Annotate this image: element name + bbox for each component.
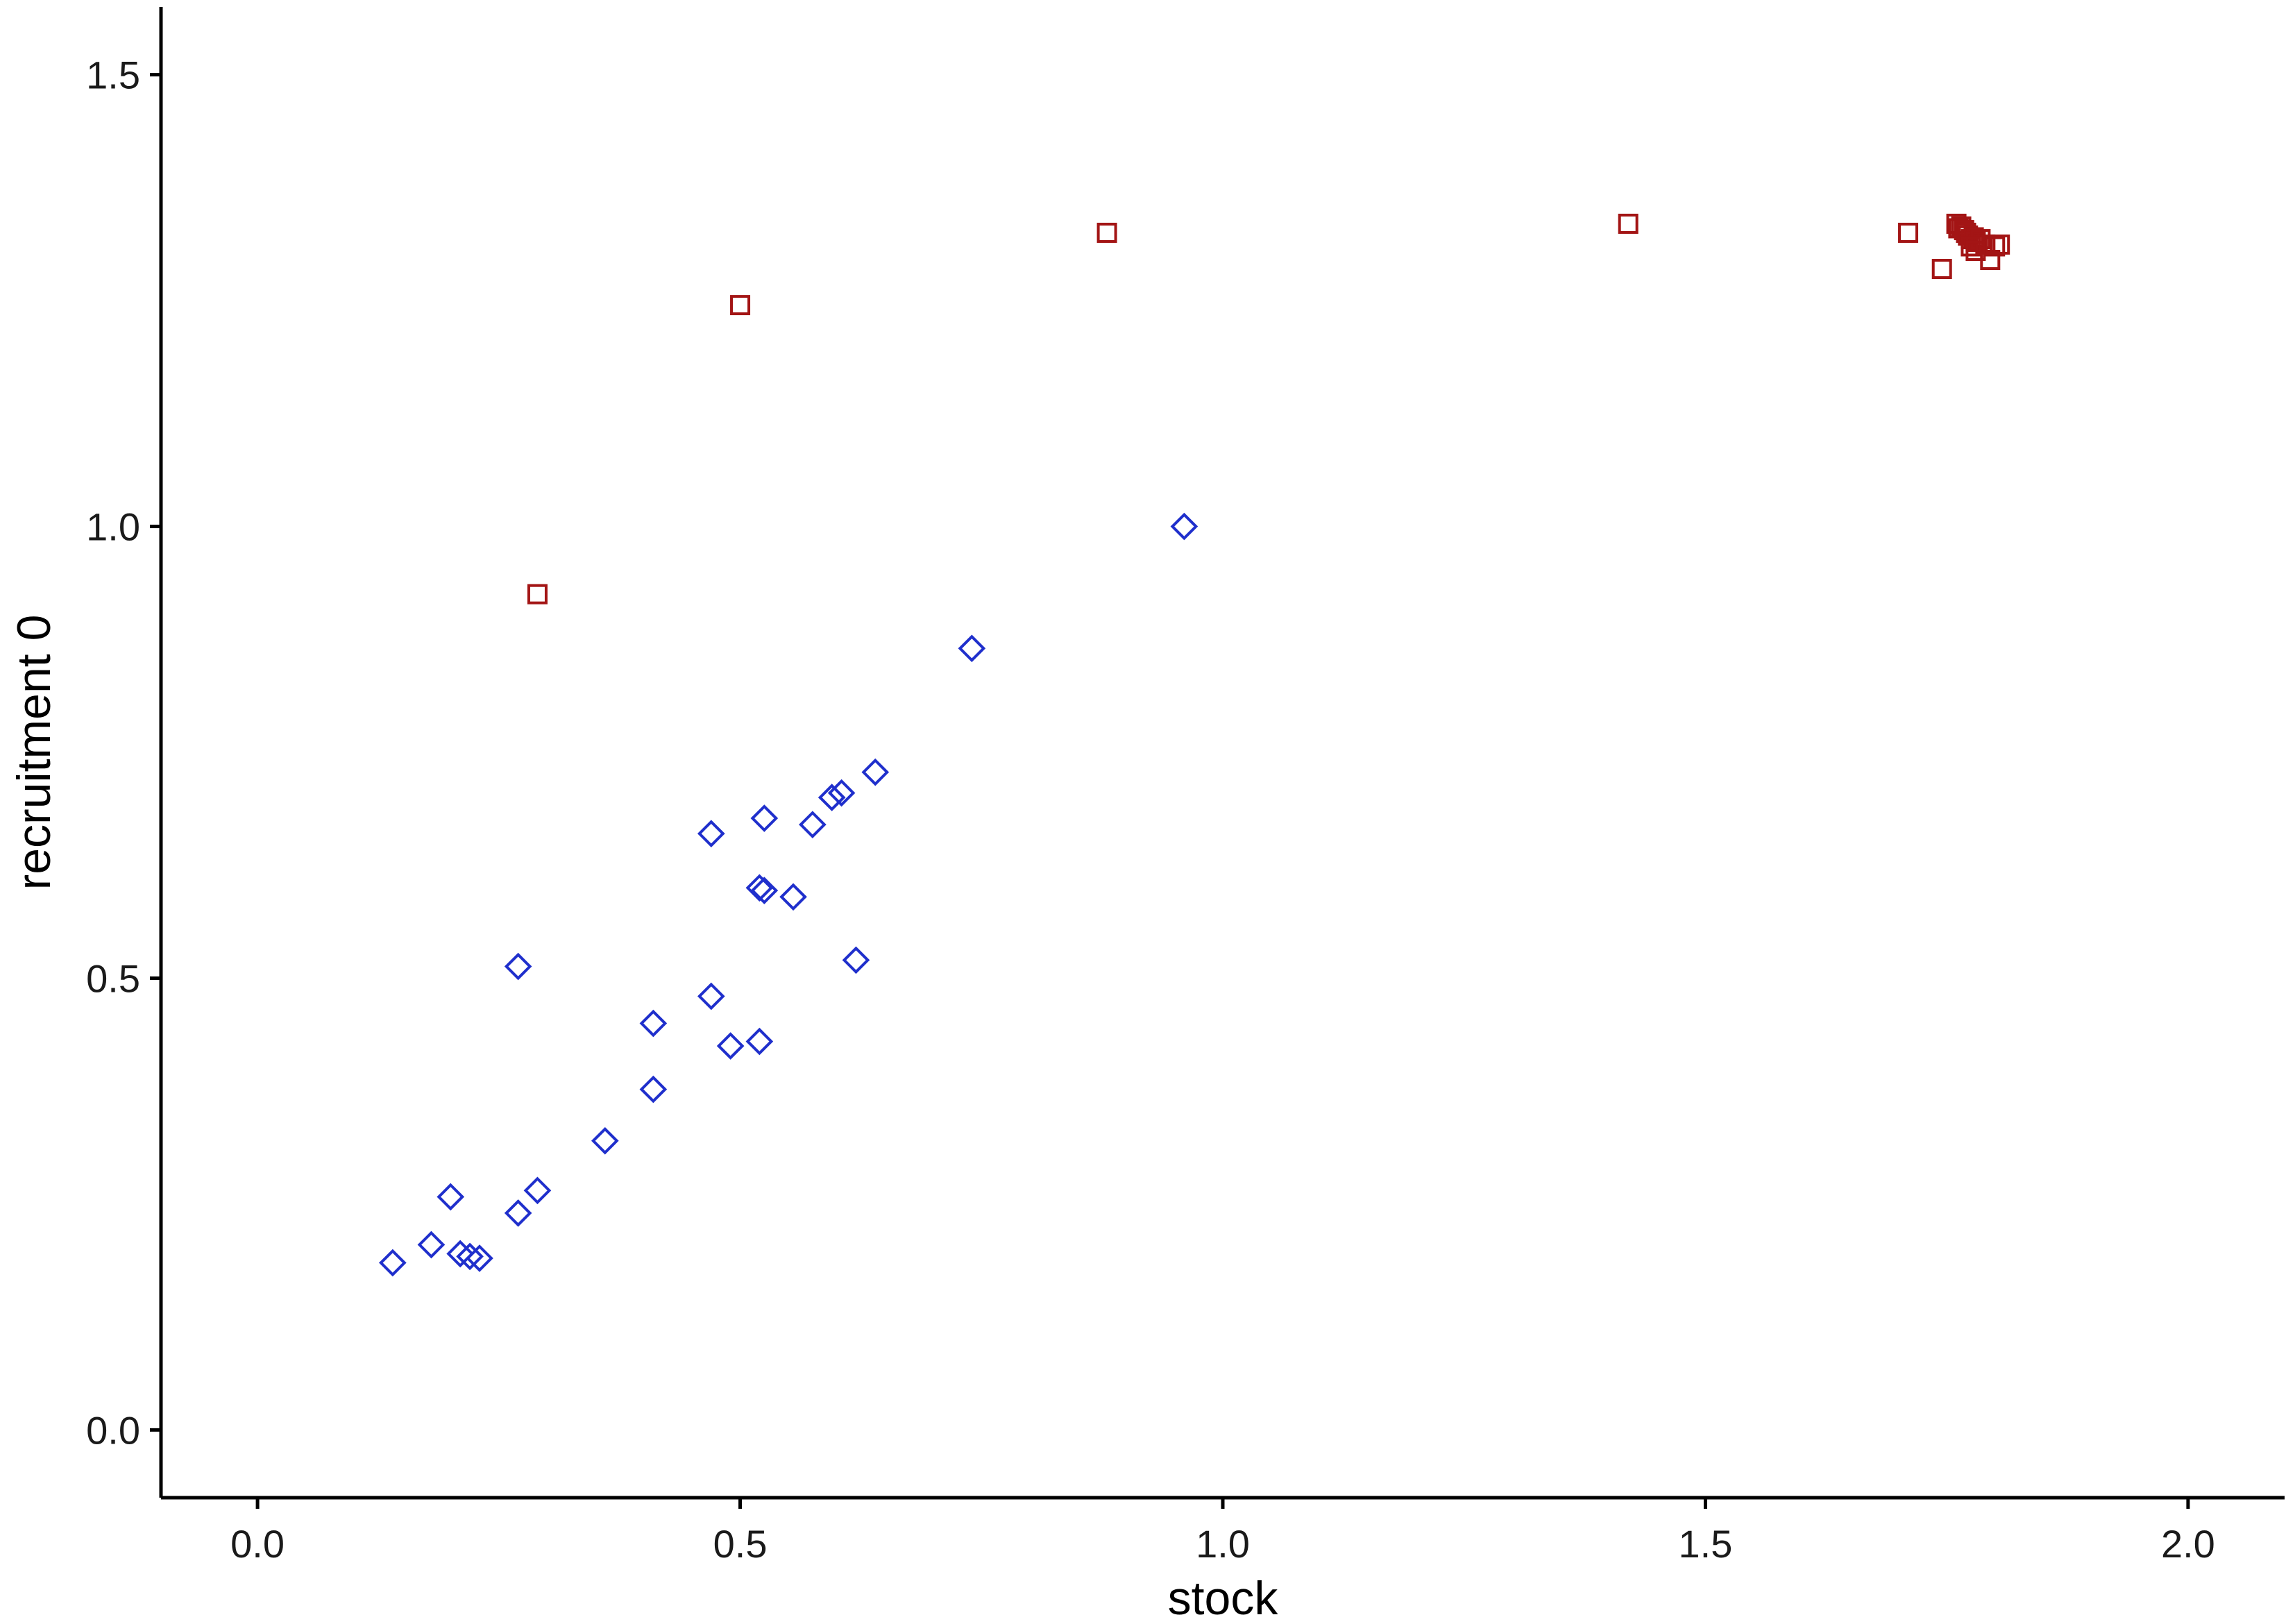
- x-ticks: 0.0 0.5 1.0 1.5 2.0: [230, 1498, 2215, 1566]
- y-tick-label: 0.5: [86, 956, 140, 1000]
- square-point: [1096, 222, 1117, 243]
- diamond-point: [779, 883, 807, 911]
- diamond-point: [842, 946, 870, 974]
- y-tick-label: 1.0: [86, 505, 140, 549]
- square-point: [1961, 236, 1981, 257]
- diamond-point: [437, 1183, 465, 1211]
- diamond-point: [504, 952, 532, 981]
- x-tick-label: 1.5: [1679, 1522, 1733, 1566]
- x-tick-label: 0.5: [713, 1522, 768, 1566]
- y-tick-label: 0.0: [86, 1408, 140, 1452]
- square-point: [730, 295, 751, 316]
- diamond-point: [446, 1240, 475, 1268]
- diamond-point: [818, 784, 846, 811]
- data-points: [378, 213, 2010, 1277]
- diamond-point: [827, 779, 856, 807]
- y-ticks: 0.0 0.5 1.0 1.5: [86, 53, 161, 1452]
- diamond-point: [716, 1032, 745, 1060]
- square-point: [1990, 234, 2010, 255]
- diamond-point: [861, 758, 890, 786]
- diamond-point: [697, 820, 725, 847]
- square-point: [1931, 259, 1952, 280]
- diamond-point: [456, 1242, 484, 1271]
- diamond-point: [466, 1244, 493, 1272]
- diamond-point: [523, 1176, 552, 1205]
- diamond-point: [958, 634, 986, 663]
- x-axis-title: stock: [1168, 1572, 1279, 1624]
- diamond-point: [378, 1249, 407, 1277]
- diamond-point: [745, 874, 774, 902]
- diamond-point: [591, 1126, 619, 1155]
- diamond-point: [750, 877, 779, 905]
- x-tick-label: 1.0: [1196, 1522, 1250, 1566]
- square-point: [1985, 236, 2006, 257]
- diamond-point: [799, 811, 827, 838]
- diamond-point: [417, 1230, 446, 1259]
- square-point: [1898, 222, 1919, 243]
- diamond-point: [745, 1027, 774, 1056]
- square-point: [527, 584, 548, 604]
- y-axis-title: recruitment 0: [8, 615, 60, 890]
- diamond-point: [639, 1009, 668, 1038]
- diamond-point: [1170, 512, 1199, 541]
- x-tick-label: 0.0: [230, 1522, 285, 1566]
- x-tick-label: 2.0: [2161, 1522, 2215, 1566]
- square-point: [1965, 240, 1986, 261]
- diamond-point: [504, 1199, 532, 1227]
- diamond-point: [697, 982, 725, 1010]
- diamond-point: [750, 804, 779, 832]
- y-tick-label: 1.5: [86, 53, 140, 97]
- square-point: [1618, 213, 1638, 234]
- diamond-point: [639, 1075, 668, 1103]
